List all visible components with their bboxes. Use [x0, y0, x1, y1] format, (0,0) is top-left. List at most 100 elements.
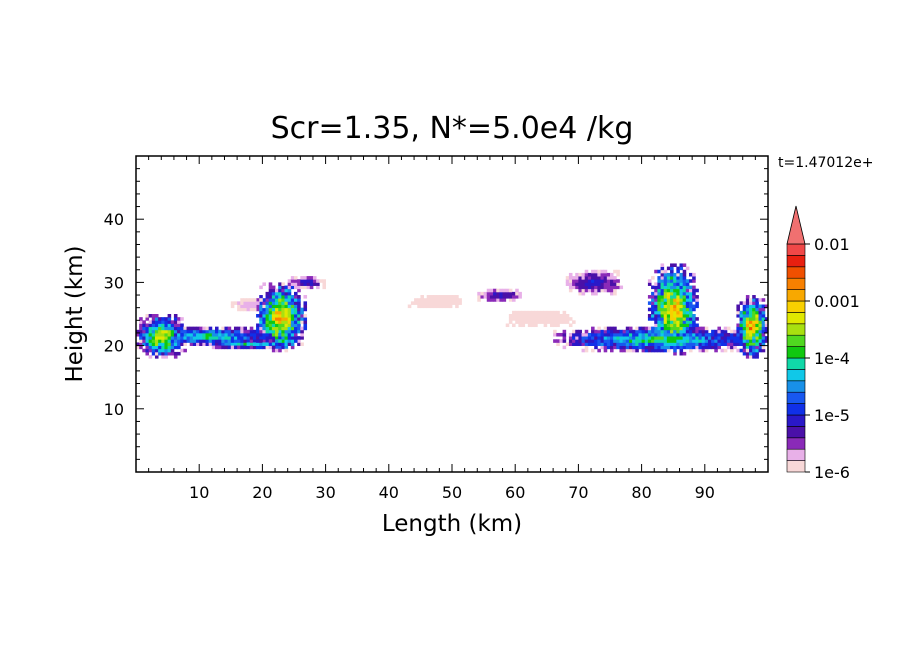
field-cell	[654, 269, 658, 274]
field-cell	[591, 285, 595, 290]
field-cell	[524, 317, 529, 321]
field-cell	[651, 329, 655, 334]
field-cell	[679, 348, 684, 353]
field-cell	[281, 323, 285, 328]
field-cell	[429, 295, 434, 299]
field-cell	[562, 329, 567, 334]
field-cell	[177, 323, 181, 328]
field-cell	[297, 323, 301, 328]
field-cell	[641, 329, 646, 334]
field-cell	[625, 348, 630, 353]
field-cell	[745, 298, 750, 302]
field-cell	[531, 314, 535, 318]
field-cell	[730, 336, 734, 340]
field-cell	[644, 336, 649, 340]
field-cell	[666, 304, 671, 309]
field-cell	[233, 342, 238, 346]
field-cell	[660, 336, 665, 340]
field-cell	[654, 314, 658, 318]
field-cell	[723, 339, 728, 343]
field-cell	[745, 345, 750, 350]
field-cell	[603, 269, 608, 274]
field-cell	[436, 301, 440, 305]
field-cell	[670, 329, 674, 334]
chart-title: Scr=1.35, N*=5.0e4 /kg	[271, 111, 634, 146]
field-cell	[613, 276, 617, 280]
field-cell	[290, 339, 295, 343]
field-cell	[448, 298, 453, 302]
field-cell	[262, 310, 266, 315]
field-cell	[306, 279, 311, 283]
field-cell	[603, 282, 608, 286]
field-cell	[736, 332, 740, 337]
field-cell	[287, 339, 292, 343]
field-cell	[647, 314, 652, 318]
field-cell	[603, 288, 608, 293]
field-cell	[584, 272, 589, 277]
field-cell	[173, 320, 178, 324]
field-cell	[679, 336, 684, 340]
field-cell	[294, 326, 298, 331]
field-cell	[692, 317, 696, 321]
field-cell	[707, 345, 712, 350]
colorbar-label: 1e-5	[814, 406, 850, 425]
field-cell	[670, 317, 674, 321]
field-cell	[663, 279, 668, 283]
field-cell	[736, 342, 740, 346]
field-cell	[622, 348, 627, 353]
field-cell	[534, 323, 538, 328]
field-cell	[192, 339, 197, 343]
field-cell	[733, 342, 737, 346]
field-cell	[183, 348, 187, 353]
field-cell	[587, 285, 592, 290]
field-cell	[761, 323, 766, 328]
field-cell	[670, 304, 674, 309]
field-cell	[515, 288, 519, 293]
field-cell	[549, 310, 554, 315]
field-cell	[297, 314, 301, 318]
field-cell	[682, 339, 687, 343]
field-cell	[752, 329, 756, 334]
field-cell	[148, 345, 153, 350]
field-cell	[726, 336, 731, 340]
colorbar-label: 1e-4	[814, 349, 850, 368]
field-cell	[635, 329, 639, 334]
field-cell	[584, 348, 589, 353]
field-cell	[237, 336, 241, 340]
field-cell	[692, 320, 696, 324]
field-cell	[287, 288, 292, 293]
field-cell	[177, 320, 181, 324]
field-cell	[246, 329, 251, 334]
field-cell	[749, 332, 753, 337]
field-cell	[202, 332, 206, 337]
field-cell	[243, 326, 247, 331]
field-cell	[654, 291, 658, 296]
field-cell	[297, 285, 301, 290]
field-cell	[714, 345, 718, 350]
field-cell	[622, 332, 627, 337]
field-cell	[689, 317, 693, 321]
field-cell	[252, 329, 257, 334]
field-cell	[758, 348, 763, 353]
field-cell	[641, 336, 646, 340]
field-cell	[278, 285, 282, 290]
field-cell	[745, 348, 750, 353]
field-cell	[638, 339, 642, 343]
field-cell	[259, 307, 263, 312]
field-cell	[452, 295, 456, 299]
field-cell	[660, 291, 665, 296]
field-cell	[726, 342, 731, 346]
field-cell	[682, 351, 687, 356]
field-cell	[221, 342, 225, 346]
field-cell	[240, 345, 244, 350]
field-cell	[268, 320, 273, 324]
field-cell	[256, 326, 260, 331]
field-cell	[764, 336, 768, 340]
axis-ticks	[136, 156, 768, 472]
field-cell	[717, 339, 721, 343]
field-cell	[673, 339, 677, 343]
field-cell	[496, 291, 500, 296]
field-cell	[546, 310, 551, 315]
colorbar-band	[786, 300, 806, 313]
field-cell	[271, 332, 276, 337]
